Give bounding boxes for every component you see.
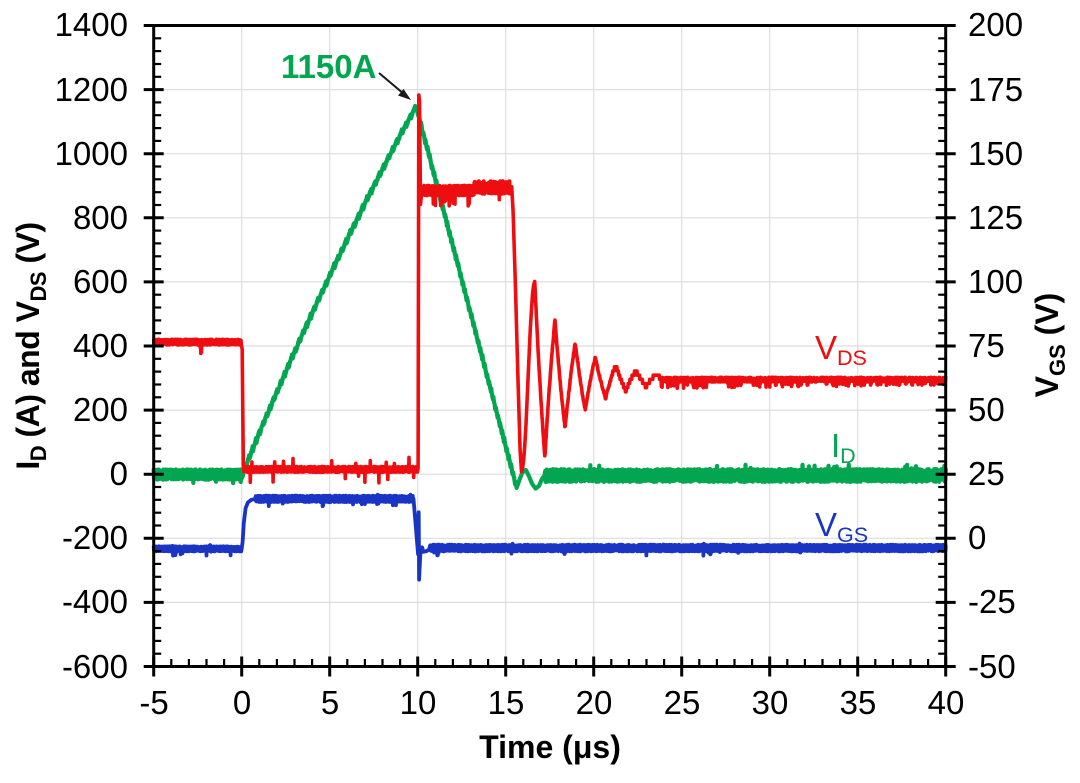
svg-text:0: 0 — [233, 684, 251, 721]
svg-text:40: 40 — [928, 684, 965, 721]
svg-text:35: 35 — [840, 684, 877, 721]
svg-text:100: 100 — [968, 263, 1023, 300]
svg-text:125: 125 — [968, 199, 1023, 236]
svg-text:1150A: 1150A — [281, 48, 376, 85]
svg-text:5: 5 — [321, 684, 339, 721]
svg-text:600: 600 — [73, 263, 128, 300]
svg-text:-200: -200 — [62, 519, 128, 556]
svg-text:-600: -600 — [62, 648, 128, 685]
svg-text:20: 20 — [576, 684, 613, 721]
svg-text:-5: -5 — [139, 684, 168, 721]
svg-text:75: 75 — [968, 327, 1005, 364]
svg-text:50: 50 — [968, 391, 1005, 428]
svg-text:Time (μs): Time (μs) — [479, 729, 621, 765]
svg-text:-400: -400 — [62, 583, 128, 620]
svg-text:400: 400 — [73, 327, 128, 364]
svg-text:1400: 1400 — [55, 6, 128, 43]
svg-text:200: 200 — [968, 6, 1023, 43]
svg-text:150: 150 — [968, 135, 1023, 172]
svg-text:1200: 1200 — [55, 71, 128, 108]
svg-text:25: 25 — [664, 684, 701, 721]
svg-text:800: 800 — [73, 199, 128, 236]
svg-text:15: 15 — [488, 684, 525, 721]
svg-text:10: 10 — [400, 684, 437, 721]
svg-text:1000: 1000 — [55, 135, 128, 172]
svg-text:200: 200 — [73, 391, 128, 428]
svg-text:VGS (V): VGS (V) — [1029, 293, 1070, 398]
svg-text:25: 25 — [968, 455, 1005, 492]
svg-text:-50: -50 — [968, 648, 1016, 685]
svg-text:0: 0 — [110, 455, 128, 492]
svg-text:30: 30 — [752, 684, 789, 721]
svg-text:175: 175 — [968, 71, 1023, 108]
svg-text:-25: -25 — [968, 583, 1016, 620]
svg-text:ID (A) and VDS (V): ID (A) and VDS (V) — [10, 222, 51, 469]
svg-text:0: 0 — [968, 519, 986, 556]
